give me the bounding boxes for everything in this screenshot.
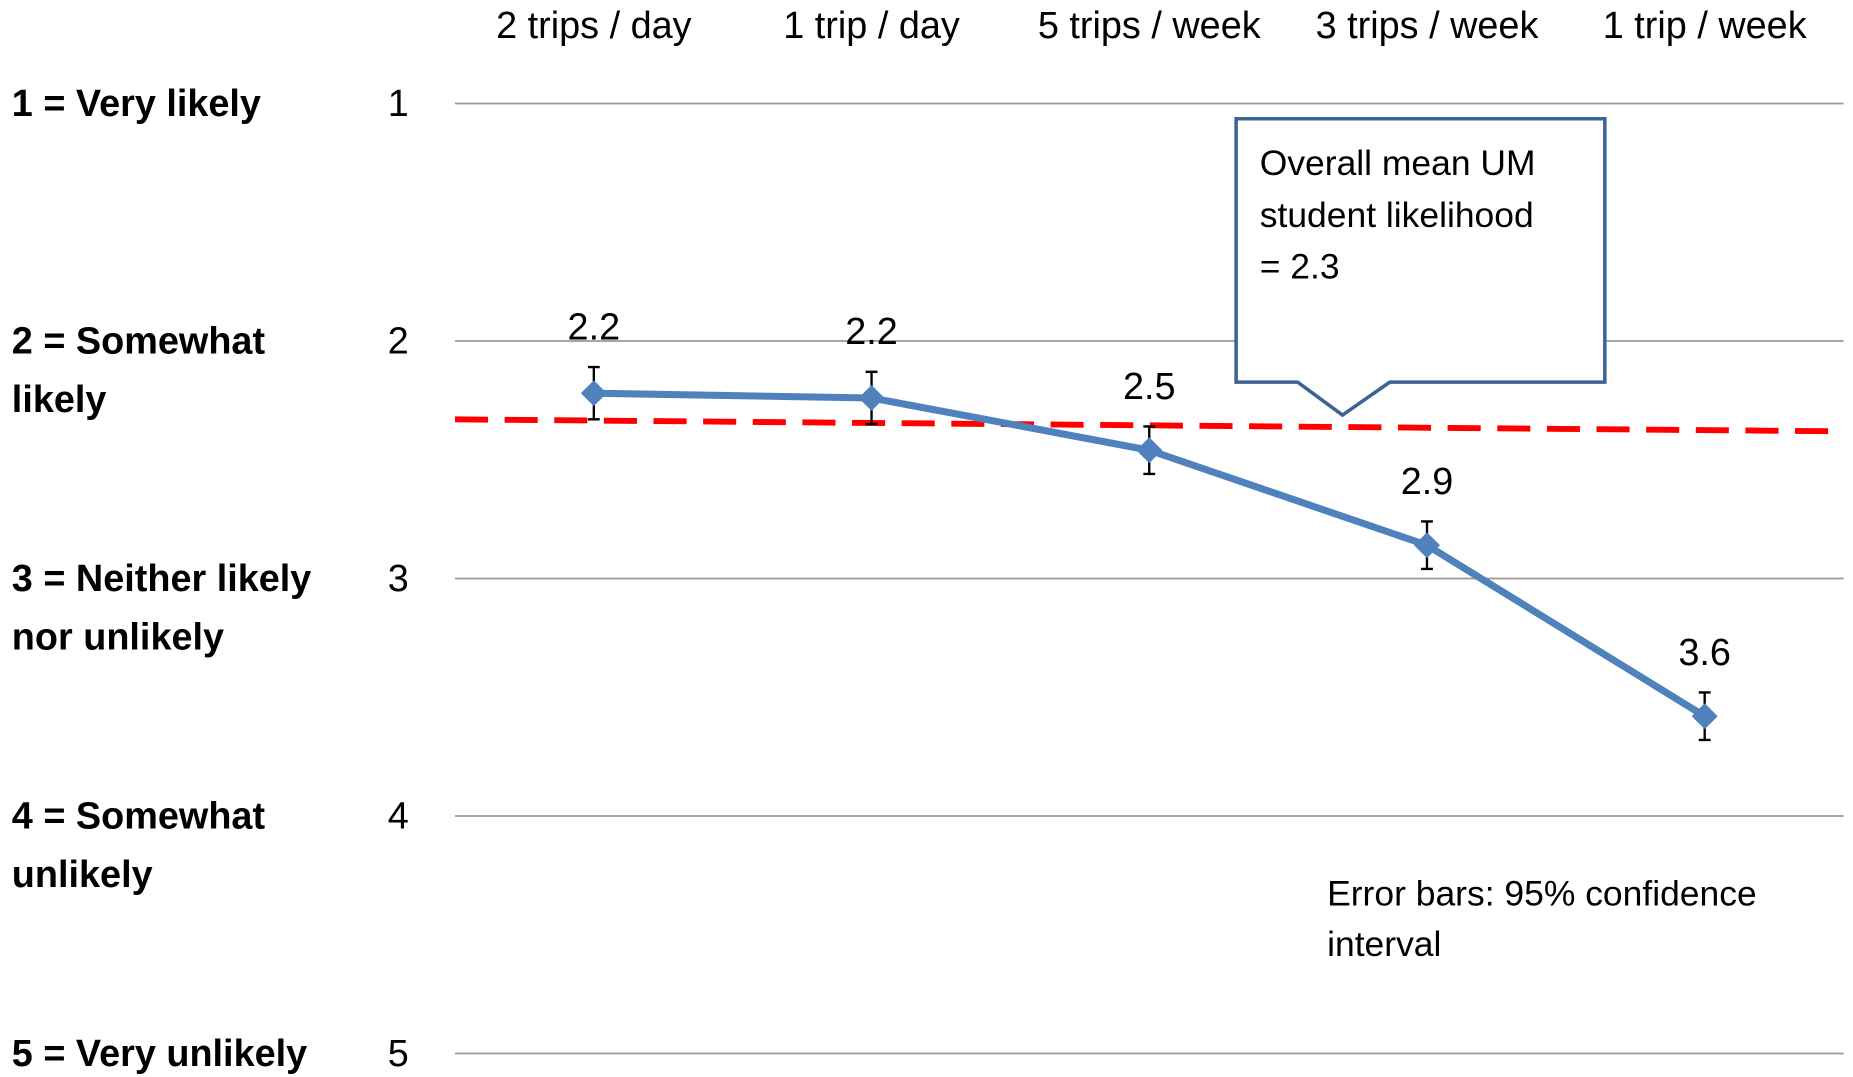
point-marker xyxy=(1691,703,1718,730)
data-label: 2.2 xyxy=(568,306,621,348)
x-tick-label: 1 trip / week xyxy=(1603,4,1807,46)
data-label: 2.9 xyxy=(1401,460,1454,502)
y-level-label: 5 = Very unlikely xyxy=(12,1032,307,1074)
y-tick-label: 5 xyxy=(388,1032,409,1074)
y-tick-label: 4 xyxy=(388,794,409,836)
y-level-label: 3 = Neither likely xyxy=(12,557,312,599)
mean-line xyxy=(454,416,1830,435)
y-tick-label: 3 xyxy=(388,557,409,599)
y-level-label: likely xyxy=(12,378,107,420)
callout-text: Overall mean UM xyxy=(1260,144,1536,183)
data-label: 2.2 xyxy=(845,310,898,352)
note-text: Error bars: 95% confidence xyxy=(1327,874,1757,913)
y-tick-label: 1 xyxy=(388,82,409,124)
callout-text: = 2.3 xyxy=(1260,248,1340,287)
point-marker xyxy=(580,380,607,407)
point-marker xyxy=(858,385,885,411)
point-marker xyxy=(1136,437,1163,464)
x-tick-label: 2 trips / day xyxy=(496,4,692,46)
y-level-label: 4 = Somewhat xyxy=(12,794,266,836)
point-marker xyxy=(1413,532,1440,559)
y-level-label: 2 = Somewhat xyxy=(12,319,266,361)
note-text: interval xyxy=(1327,925,1441,964)
data-label: 3.6 xyxy=(1678,631,1731,673)
x-tick-label: 3 trips / week xyxy=(1316,4,1539,46)
x-tick-label: 5 trips / week xyxy=(1038,4,1261,46)
y-level-label: unlikely xyxy=(12,853,153,895)
y-level-label: nor unlikely xyxy=(12,616,224,658)
x-tick-label: 1 trip / day xyxy=(783,4,960,46)
data-label: 2.5 xyxy=(1123,365,1176,407)
y-tick-label: 2 xyxy=(388,319,409,361)
y-level-label: 1 = Very likely xyxy=(12,82,261,124)
callout-text: student likelihood xyxy=(1260,196,1534,235)
callout-box xyxy=(1234,116,1607,418)
